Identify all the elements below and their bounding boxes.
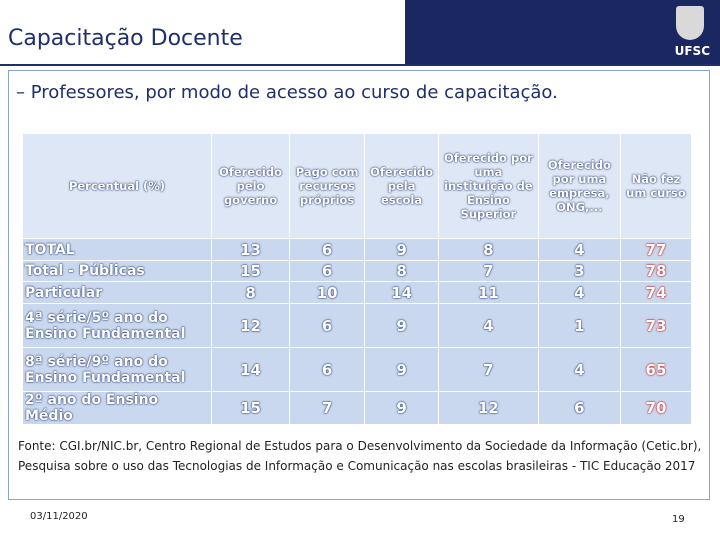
cell: 8 — [364, 260, 439, 282]
cell: 12 — [211, 303, 291, 348]
row: Total - Públicas 15 6 8 7 3 78 — [21, 260, 693, 282]
cell: 9 — [364, 347, 439, 392]
row-label: 2º ano do Ensino Médio — [21, 391, 213, 425]
cell: 14 — [364, 281, 439, 304]
cell: 4 — [537, 281, 621, 304]
cell: 6 — [289, 347, 366, 392]
column-header: Não fez um curso — [619, 133, 693, 239]
cell: 10 — [289, 281, 366, 304]
source: Fonte: CGI.br/NIC.br, Centro Regional de… — [18, 439, 702, 473]
cell: 1 — [537, 303, 621, 348]
cell: 77 — [619, 238, 693, 261]
row: TOTAL 13 6 9 8 4 77 — [21, 238, 693, 261]
cell: 3 — [537, 260, 621, 282]
cell: 65 — [619, 347, 693, 392]
cell: 15 — [211, 260, 291, 282]
header-band: UFSC — [405, 0, 720, 64]
date: 03/11/2020 — [30, 511, 88, 522]
cell: 11 — [438, 281, 539, 304]
column-header: Oferecido por uma empresa, ONG,... — [537, 133, 621, 239]
cell: 9 — [364, 238, 439, 261]
cell: 7 — [438, 260, 539, 282]
cell: 6 — [289, 303, 366, 348]
cell: 8 — [211, 281, 291, 304]
table: Percentual (%) Oferecido pelo governo Pago… — [21, 133, 693, 425]
cell: 4 — [438, 303, 539, 348]
cell: 74 — [619, 281, 693, 304]
cell: 7 — [438, 347, 539, 392]
cell: 7 — [289, 391, 366, 425]
cell: 6 — [289, 260, 366, 282]
row-label: Particular — [21, 281, 213, 304]
cell: 4 — [537, 347, 621, 392]
header-row: Percentual (%) Oferecido pelo governo Pago… — [21, 133, 693, 239]
cell: 12 — [438, 391, 539, 425]
cell: 9 — [364, 303, 439, 348]
frame — [8, 70, 710, 500]
cell: 9 — [364, 391, 439, 425]
row-label: Total - Públicas — [21, 260, 213, 282]
cell: 6 — [289, 238, 366, 261]
cell: 13 — [211, 238, 291, 261]
cell: 73 — [619, 303, 693, 348]
cell: 4 — [537, 238, 621, 261]
rule — [0, 64, 720, 66]
column-header: Pago com recursos próprios — [289, 133, 366, 239]
column-header: Oferecido pela escola — [364, 133, 439, 239]
cell: 78 — [619, 260, 693, 282]
row: 2º ano do Ensino Médio 15 7 9 12 6 70 — [21, 391, 693, 425]
crest — [676, 6, 704, 40]
page-number: 19 — [672, 514, 685, 525]
cell: 15 — [211, 391, 291, 425]
cell: 70 — [619, 391, 693, 425]
subtitle: – Professores, por modo de acesso ao cur… — [16, 82, 558, 103]
cell: 8 — [438, 238, 539, 261]
row: 8ª série/9º ano do Ensino Fundamental 14 6… — [21, 347, 693, 392]
row-label: 4ª série/5º ano do Ensino Fundamental — [21, 303, 213, 348]
row-label: 8ª série/9º ano do Ensino Fundamental — [21, 347, 213, 392]
logo: UFSC — [674, 44, 710, 58]
cell: 6 — [537, 391, 621, 425]
row: Particular 8 10 14 11 4 74 — [21, 281, 693, 304]
column-header: Oferecido pelo governo — [211, 133, 291, 239]
row-label: TOTAL — [21, 238, 213, 261]
column-header: Percentual (%) — [21, 133, 213, 239]
cell: 14 — [211, 347, 291, 392]
title: Capacitação Docente — [8, 26, 243, 51]
column-header: Oferecido por uma instituição de Ensino … — [438, 133, 539, 239]
row: 4ª série/5º ano do Ensino Fundamental 12 6… — [21, 303, 693, 348]
